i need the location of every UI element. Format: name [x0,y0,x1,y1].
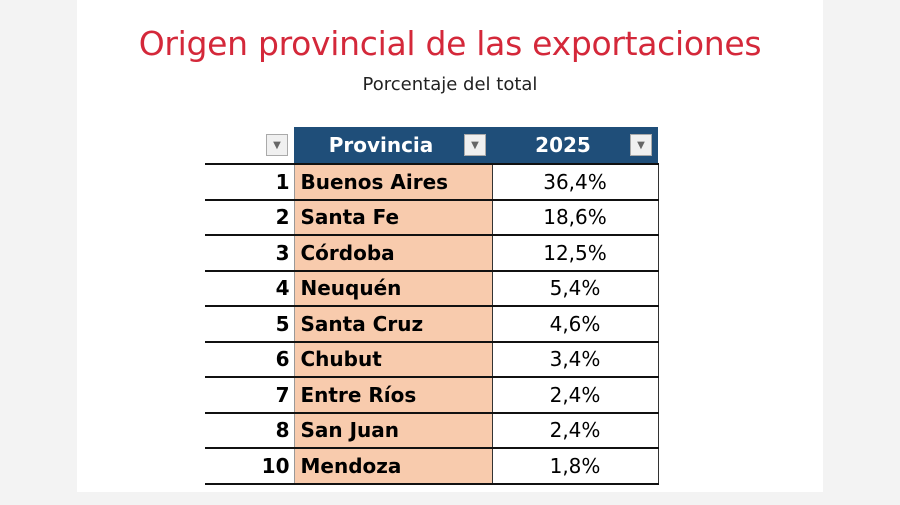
province-cell: Chubut [293,340,493,377]
rank-cell: 10 [205,447,294,485]
value-cell: 2,4% [492,411,659,448]
chart-subtitle: Porcentaje del total [362,74,538,95]
value-cell: 12,5% [492,234,659,271]
value-cell: 5,4% [492,269,659,306]
province-cell: Buenos Aires [293,163,493,200]
exports-table: ▼ Provincia ▼ 2025 ▼ 1 Buenos Aires 36,4% 2 Sa… [205,127,659,485]
table-row: 5 Santa Cruz 4,6% [205,305,659,342]
rank-cell: 1 [205,163,294,200]
province-cell: Mendoza [293,447,493,485]
table-row: 2 Santa Fe 18,6% [205,198,659,235]
filter-dropdown-icon[interactable]: ▼ [266,134,288,156]
rank-header: ▼ [205,127,294,164]
filter-dropdown-icon[interactable]: ▼ [464,134,486,156]
table-row: 4 Neuquén 5,4% [205,269,659,306]
rank-cell: 8 [205,411,294,448]
rank-cell: 3 [205,234,294,271]
province-cell: Santa Fe [293,198,493,235]
rank-cell: 5 [205,305,294,342]
rank-cell: 7 [205,376,294,413]
chart-panel: Origen provincial de las exportaciones P… [77,0,823,492]
header-label: Provincia [328,133,434,157]
province-cell: San Juan [293,411,493,448]
value-cell: 2,4% [492,376,659,413]
header-label: 2025 [535,133,591,157]
provincia-header: Provincia ▼ [294,127,492,164]
filter-dropdown-icon[interactable]: ▼ [630,134,652,156]
year-header: 2025 ▼ [492,127,658,164]
value-cell: 36,4% [492,163,659,200]
value-cell: 4,6% [492,305,659,342]
value-cell: 3,4% [492,340,659,377]
province-cell: Santa Cruz [293,305,493,342]
rank-cell: 4 [205,269,294,306]
table-row: 8 San Juan 2,4% [205,411,659,448]
rank-cell: 2 [205,198,294,235]
value-cell: 18,6% [492,198,659,235]
province-cell: Córdoba [293,234,493,271]
value-cell: 1,8% [492,447,659,485]
table-row: 3 Córdoba 12,5% [205,234,659,271]
table-row: 6 Chubut 3,4% [205,340,659,377]
table-row: 7 Entre Ríos 2,4% [205,376,659,413]
province-cell: Neuquén [293,269,493,306]
province-cell: Entre Ríos [293,376,493,413]
table-row: 10 Mendoza 1,8% [205,447,659,485]
rank-cell: 6 [205,340,294,377]
table-row: 1 Buenos Aires 36,4% [205,163,659,200]
chart-title: Origen provincial de las exportaciones [138,24,762,63]
